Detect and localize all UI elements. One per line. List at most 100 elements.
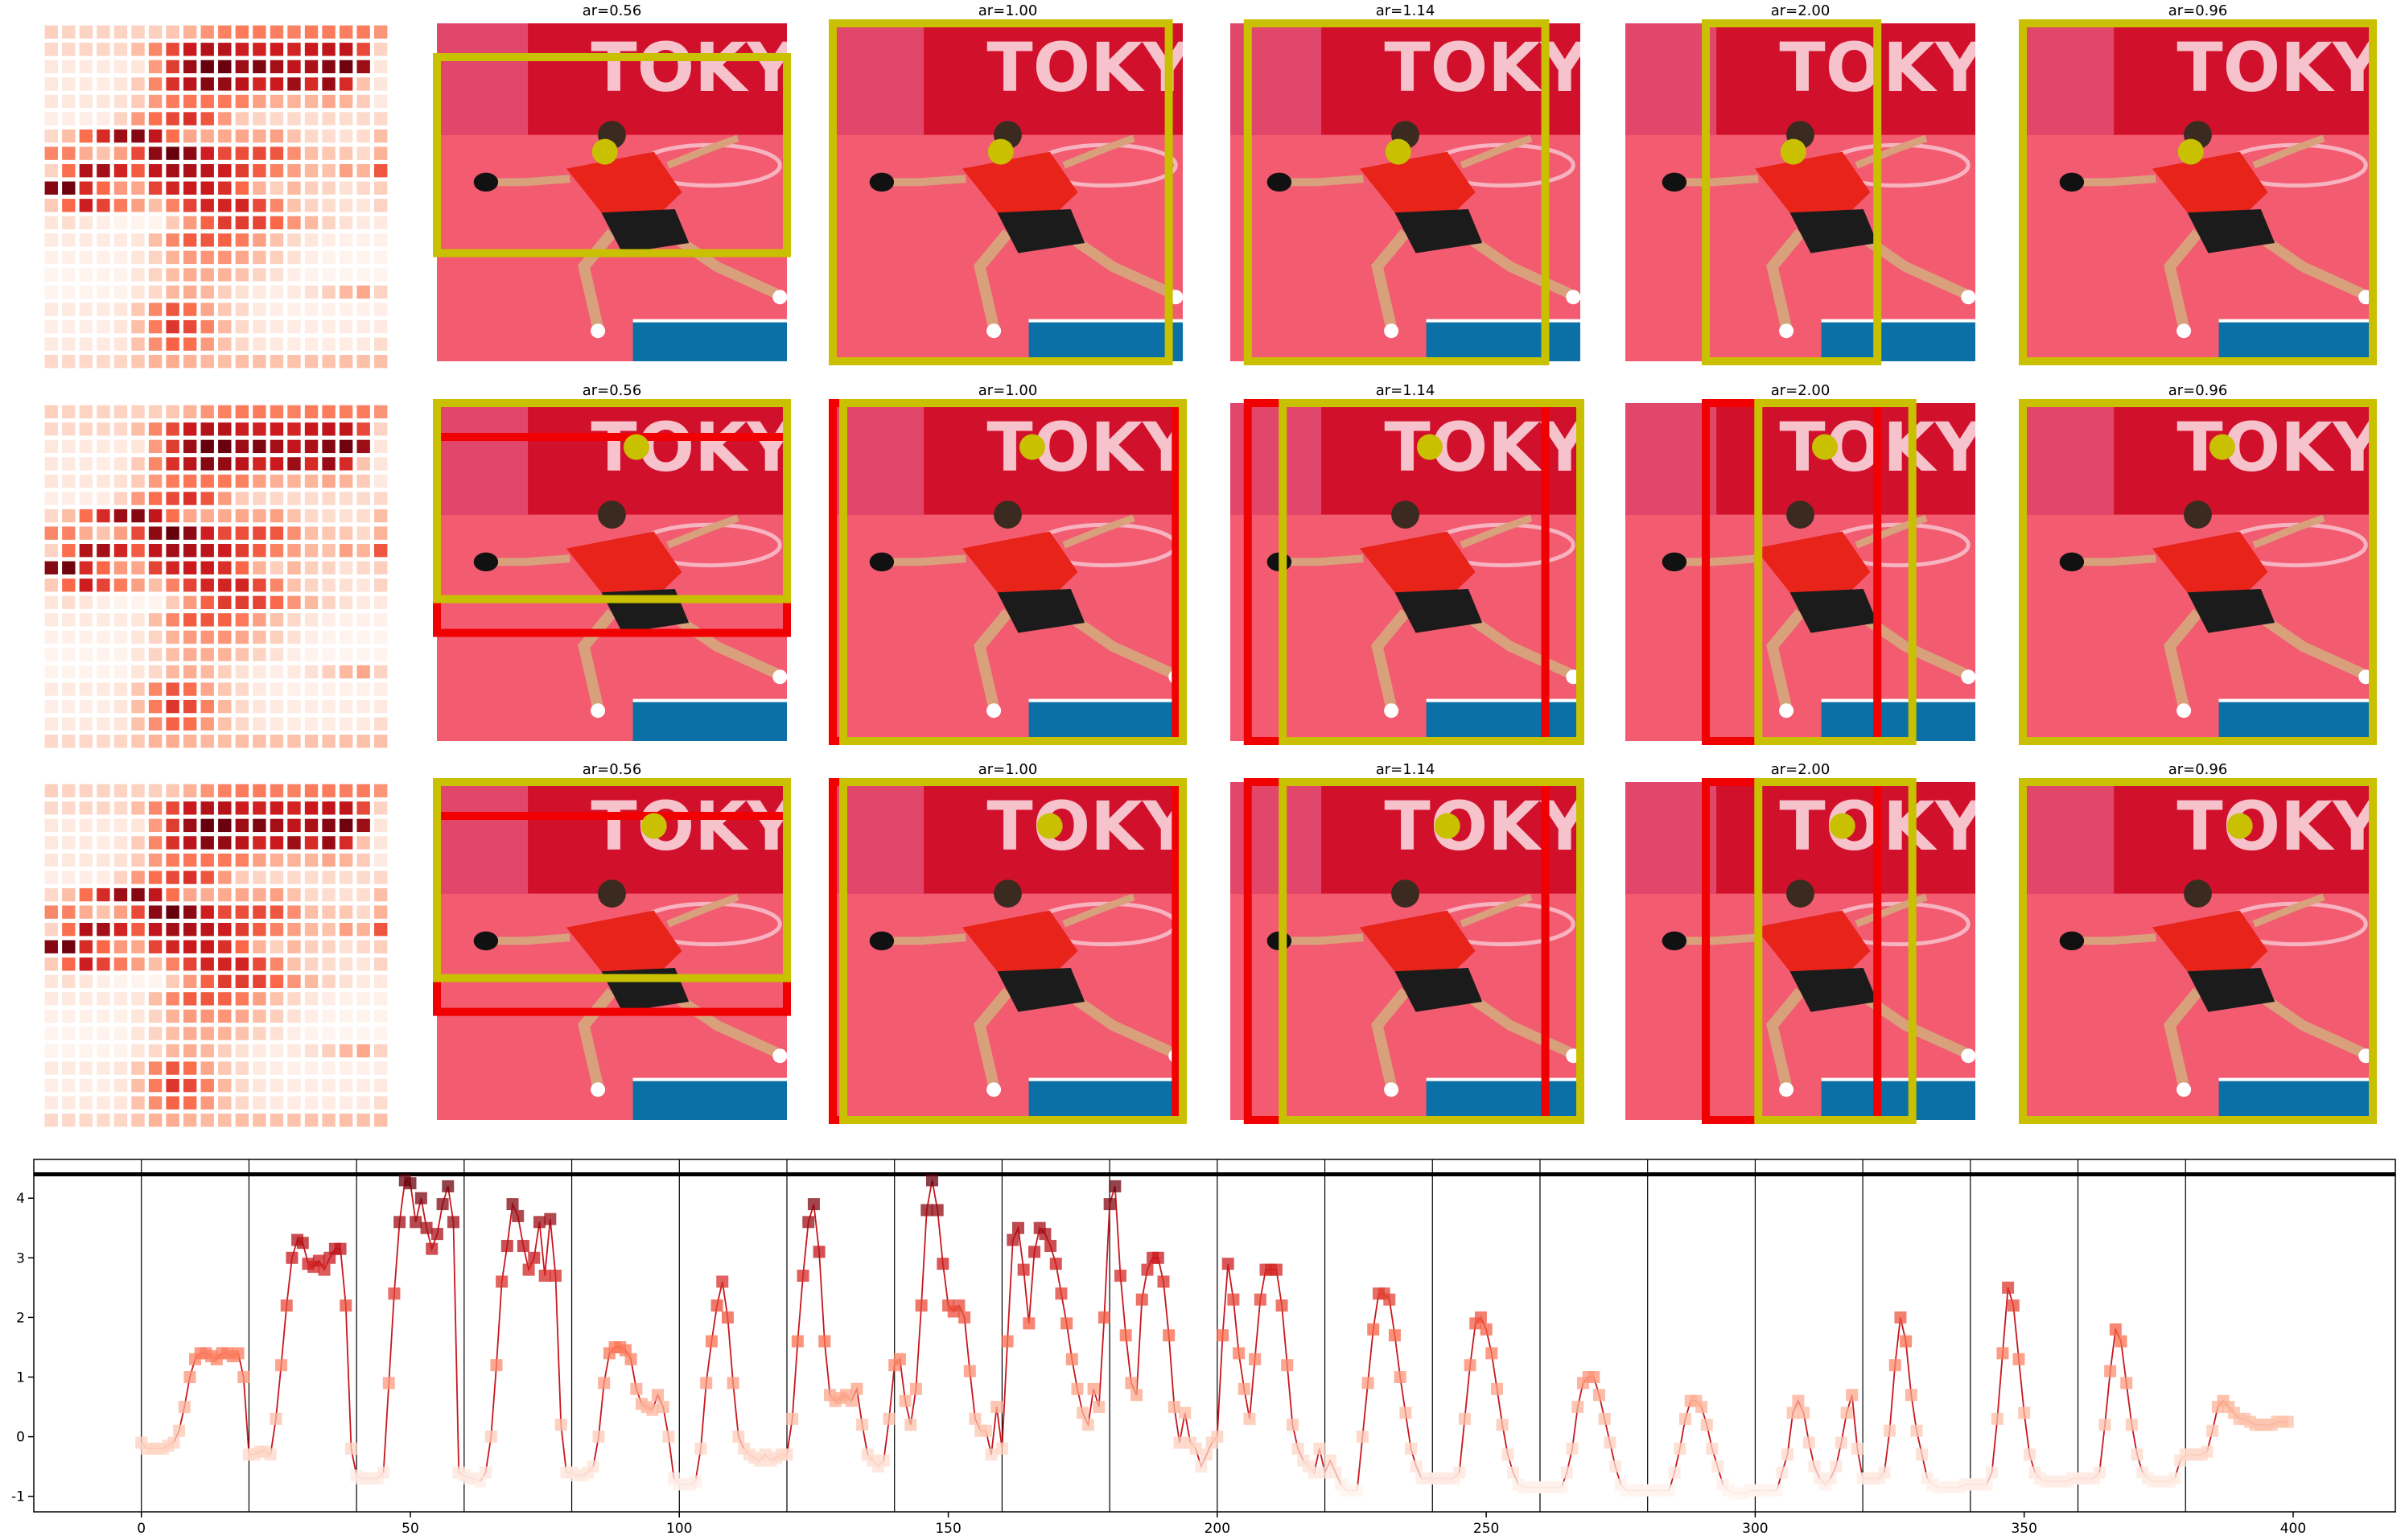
- marker: [1109, 1180, 1122, 1192]
- table: [2218, 1079, 2373, 1120]
- heatmap-cell: [148, 492, 163, 505]
- marker: [1119, 1329, 1132, 1342]
- panel-title: ar=0.56: [583, 2, 642, 19]
- heatmap-cell: [270, 801, 284, 815]
- marker: [1270, 1263, 1283, 1276]
- shirt: [1359, 151, 1476, 220]
- heatmap-cell: [374, 285, 388, 299]
- heatmap-cell: [218, 163, 232, 178]
- heatmap-cell: [356, 199, 370, 212]
- heatmap-cell: [44, 682, 58, 696]
- heatmap-cell: [113, 181, 128, 195]
- heatmap-cell: [113, 457, 128, 471]
- heatmap-cell: [322, 303, 336, 316]
- table: [2218, 320, 2373, 361]
- heatmap-cell: [44, 129, 58, 143]
- heatmap-cell: [218, 474, 232, 488]
- heatmap-cell: [374, 77, 388, 91]
- heatmap-cell: [304, 853, 319, 867]
- heatmap-cell: [322, 579, 336, 592]
- heatmap-cell: [304, 784, 319, 797]
- heatmap-cell: [322, 181, 336, 195]
- marker: [1324, 1454, 1336, 1467]
- heatmap-cell: [304, 457, 319, 471]
- leg: [1853, 987, 1967, 1057]
- heatmap-cell: [113, 337, 128, 351]
- heatmap-cell: [322, 648, 336, 661]
- marker: [2201, 1445, 2214, 1458]
- marker: [1711, 1460, 1724, 1473]
- marker: [393, 1216, 406, 1229]
- heatmap-cell: [374, 887, 388, 902]
- heatmap-cell: [131, 250, 145, 265]
- heatmap-cell: [200, 526, 214, 540]
- heatmap-cell: [374, 1027, 388, 1040]
- heatmap-cell: [148, 199, 163, 212]
- heatmap-cell: [131, 922, 145, 937]
- heatmap-cell: [374, 1096, 388, 1110]
- heatmap-cell: [218, 543, 232, 558]
- heatmap-cell: [44, 233, 58, 247]
- heatmap-cell: [322, 922, 336, 937]
- table: [1821, 320, 1975, 361]
- heatmap-cell: [235, 1061, 249, 1075]
- heatmap-cell: [183, 43, 197, 56]
- shirt: [1754, 151, 1871, 220]
- heatmap-cell: [322, 1061, 336, 1075]
- heatmap-cell: [131, 43, 145, 56]
- leg: [578, 608, 616, 709]
- heatmap-cell: [200, 940, 214, 953]
- marker: [2131, 1448, 2143, 1461]
- heatmap-cell: [374, 422, 388, 436]
- marker: [587, 1460, 599, 1473]
- heatmap-cell: [200, 579, 214, 592]
- heatmap-cell: [339, 735, 353, 748]
- marker: [2120, 1377, 2133, 1390]
- heatmap-cell: [218, 836, 232, 850]
- heatmap-cell: [148, 818, 163, 833]
- marker: [538, 1270, 551, 1283]
- heatmap-cell: [253, 112, 266, 126]
- marker: [2125, 1419, 2138, 1431]
- heatmap-cell: [200, 233, 214, 247]
- heatmap-cell: [79, 25, 93, 39]
- heatmap-cell: [287, 146, 301, 160]
- heatmap-cell: [287, 1096, 301, 1110]
- heatmap-cell: [253, 216, 266, 230]
- heatmap-cell: [322, 957, 336, 971]
- heatmap-cell: [374, 543, 388, 558]
- heatmap-cell: [287, 77, 301, 91]
- heatmap-cell: [166, 1009, 179, 1023]
- heatmap-cell: [304, 181, 319, 195]
- heatmap-cell: [97, 112, 110, 126]
- heatmap-cell: [148, 216, 163, 230]
- heatmap-cell: [339, 665, 353, 679]
- photo-text: TOKYO: [2176, 28, 2405, 107]
- heatmap-cell: [374, 492, 388, 505]
- heatmap-cell: [62, 146, 76, 160]
- heatmap-cell: [148, 112, 163, 126]
- heatmap-cell: [322, 630, 336, 644]
- heatmap-cell: [44, 630, 58, 644]
- heatmap-cell: [131, 474, 145, 488]
- heatmap-cell: [253, 665, 266, 679]
- yellow-box: [433, 399, 791, 603]
- heatmap-cell: [339, 630, 353, 644]
- heatmap-cell: [97, 735, 110, 748]
- heatmap-cell: [113, 665, 128, 679]
- marker: [1130, 1389, 1143, 1402]
- marker: [1227, 1293, 1240, 1306]
- heatmap-cell: [270, 163, 284, 178]
- heatmap-cell: [113, 922, 128, 937]
- heatmap-cell: [62, 405, 76, 418]
- heatmap-cell: [270, 25, 284, 39]
- heatmap-cell: [166, 630, 179, 644]
- shirt: [962, 531, 1078, 599]
- heatmap-cell: [339, 129, 353, 143]
- heatmap-cell: [339, 940, 353, 953]
- heatmap-cell: [253, 181, 266, 195]
- arm: [1283, 175, 1364, 187]
- heatmap-cell: [131, 25, 145, 39]
- heatmap-cell: [356, 922, 370, 937]
- heatmap-cell: [287, 579, 301, 592]
